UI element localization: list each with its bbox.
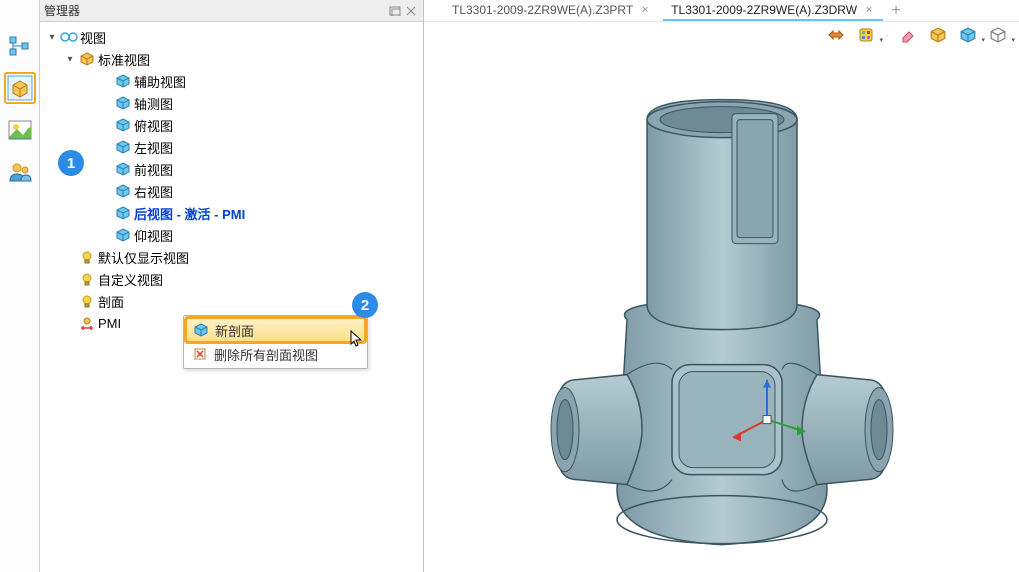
shaded-cube-icon[interactable]: ▾: [957, 24, 979, 46]
cube-icon: [78, 50, 96, 68]
tree-label: 俯视图: [134, 116, 173, 135]
material-icon[interactable]: ▾: [855, 24, 877, 46]
bulb-icon: [78, 248, 96, 266]
model-tree-tab[interactable]: [4, 30, 36, 62]
tree-item-std-view[interactable]: ▸轴测图: [46, 92, 423, 114]
tree-label: 右视图: [134, 182, 173, 201]
manager-title: 管理器: [44, 2, 387, 19]
cube-icon: [114, 94, 132, 112]
document-tabs: TL3301-2009-2ZR9WE(A).Z3PRT × TL3301-200…: [424, 0, 1019, 22]
glasses-icon: [60, 28, 78, 46]
context-menu-item-new-section[interactable]: 新剖面: [186, 318, 365, 342]
tree-label: 辅助视图: [134, 72, 186, 91]
tree-node-std-views[interactable]: ▾ 标准视图: [46, 48, 423, 70]
callout-badge-2: 2: [352, 292, 378, 318]
tree-item-std-view[interactable]: ▸右视图: [46, 180, 423, 202]
manager-panel: 管理器 ▾ 视图 ▾ 标准视图: [40, 0, 424, 572]
tree-label: 自定义视图: [98, 270, 163, 289]
nav-icon[interactable]: [825, 24, 847, 46]
tree-label: 前视图: [134, 160, 173, 179]
image-tab[interactable]: [4, 114, 36, 146]
cube-icon: [114, 160, 132, 178]
tree-item-other[interactable]: ▸自定义视图: [46, 268, 423, 290]
viewport-area: TL3301-2009-2ZR9WE(A).Z3PRT × TL3301-200…: [424, 0, 1019, 572]
context-menu-item-delete-all-sections[interactable]: 删除所有剖面视图: [186, 342, 365, 366]
expander-icon[interactable]: ▾: [46, 31, 58, 43]
tree-item-std-view[interactable]: ▸仰视图: [46, 224, 423, 246]
tree-item-std-view[interactable]: ▸后视图 - 激活 - PMI: [46, 202, 423, 224]
tree-label: PMI: [98, 316, 121, 331]
tree-label: 仰视图: [134, 226, 173, 245]
close-icon[interactable]: ×: [863, 4, 875, 16]
tree-item-std-view[interactable]: ▸俯视图: [46, 114, 423, 136]
tree-label: 剖面: [98, 292, 124, 311]
tree-label: 标准视图: [98, 50, 150, 69]
tree-label: 后视图 - 激活 - PMI: [134, 204, 245, 223]
bulb-icon: [78, 270, 96, 288]
part-tab[interactable]: [4, 72, 36, 104]
tree-item-other[interactable]: ▸默认仅显示视图: [46, 246, 423, 268]
tree-root-view[interactable]: ▾ 视图: [46, 26, 423, 48]
cube-icon: [114, 226, 132, 244]
separator: ·: [885, 28, 889, 42]
manager-header: 管理器: [40, 0, 423, 22]
pmi-icon: [78, 314, 96, 332]
tab-z3drw[interactable]: TL3301-2009-2ZR9WE(A).Z3DRW ×: [663, 0, 883, 21]
panel-collapse-button[interactable]: [387, 3, 403, 19]
tree-item-std-view[interactable]: ▸前视图: [46, 158, 423, 180]
model-render: [507, 80, 937, 560]
small-cube-icon[interactable]: [927, 24, 949, 46]
cube-icon: [114, 138, 132, 156]
tab-z3prt[interactable]: TL3301-2009-2ZR9WE(A).Z3PRT ×: [444, 0, 659, 21]
cube-icon: [114, 204, 132, 222]
cube-icon: [193, 322, 209, 338]
callout-badge-1: 1: [58, 150, 84, 176]
user-tab[interactable]: [4, 156, 36, 188]
context-menu-label: 删除所有剖面视图: [214, 345, 318, 364]
tree-item-std-view[interactable]: ▸左视图: [46, 136, 423, 158]
tab-add-button[interactable]: +: [887, 0, 905, 21]
view-tree: ▾ 视图 ▾ 标准视图 ▸辅助视图▸轴测图▸俯视图▸左视图▸前视图▸右视图▸后视…: [40, 22, 423, 334]
viewport-toolbar: ▾ · ▾ ▾: [424, 22, 1019, 48]
cube-icon: [114, 72, 132, 90]
expander-icon[interactable]: ▾: [64, 53, 76, 65]
cube-icon: [114, 182, 132, 200]
bulb-icon: [78, 292, 96, 310]
delete-icon: [192, 346, 208, 362]
tab-label: TL3301-2009-2ZR9WE(A).Z3PRT: [452, 3, 633, 17]
eraser-icon[interactable]: [897, 24, 919, 46]
tree-label: 视图: [80, 28, 106, 47]
panel-close-button[interactable]: [403, 3, 419, 19]
left-toolbar: [0, 0, 40, 572]
tab-label: TL3301-2009-2ZR9WE(A).Z3DRW: [671, 3, 857, 17]
model-canvas[interactable]: [424, 48, 1019, 572]
wire-cube-icon[interactable]: ▾: [987, 24, 1009, 46]
tree-item-std-view[interactable]: ▸辅助视图: [46, 70, 423, 92]
tree-label: 左视图: [134, 138, 173, 157]
context-menu: 新剖面 删除所有剖面视图: [183, 315, 368, 369]
tree-label: 轴测图: [134, 94, 173, 113]
cube-icon: [114, 116, 132, 134]
close-icon[interactable]: ×: [639, 4, 651, 16]
context-menu-label: 新剖面: [215, 321, 254, 340]
tree-label: 默认仅显示视图: [98, 248, 189, 267]
